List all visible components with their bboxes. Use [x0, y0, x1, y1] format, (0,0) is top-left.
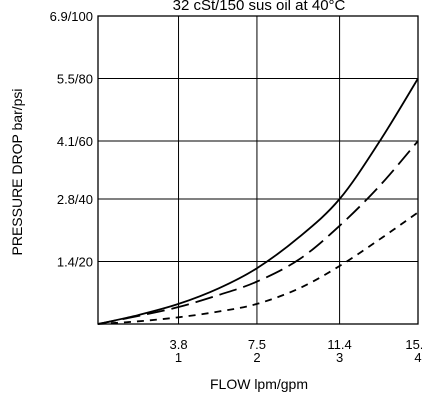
plot-border [97, 15, 419, 325]
tick-labels: 3.81 7.52 11.43 15.14 1.4/20 2.8/40 4.1/60 5.5/… [50, 9, 422, 365]
x-tick-label: 7.5 [248, 337, 266, 352]
y-tick-label: 5.5/80 [57, 71, 93, 86]
y-tick-label: 6.9/100 [50, 9, 93, 24]
y-tick-label: 1.4/20 [57, 255, 93, 270]
x-tick-label: 15.1 [405, 337, 422, 352]
chart-title: 32 cSt/150 sus oil at 40°C [173, 0, 346, 14]
y-tick-label: 2.8/40 [57, 192, 93, 207]
series-line-long-dash [97, 140, 419, 325]
x-axis-label: FLOW lpm/gpm [210, 376, 308, 392]
x-tick-label-secondary: 1 [175, 350, 182, 365]
x-tick-label: 3.8 [169, 337, 187, 352]
series-line-short-dash [97, 211, 419, 325]
y-axis-label: PRESSURE DROP bar/psi [9, 88, 25, 255]
y-tick-label: 4.1/60 [57, 134, 93, 149]
series-line-solid [97, 78, 419, 325]
series-lines [97, 78, 419, 325]
grid [98, 16, 418, 324]
x-tick-label: 11.4 [327, 337, 351, 352]
plot-frame [97, 15, 419, 325]
x-tick-label-secondary: 2 [253, 350, 260, 365]
x-tick-label-secondary: 3 [336, 350, 343, 365]
x-tick-label-secondary: 4 [414, 350, 421, 365]
